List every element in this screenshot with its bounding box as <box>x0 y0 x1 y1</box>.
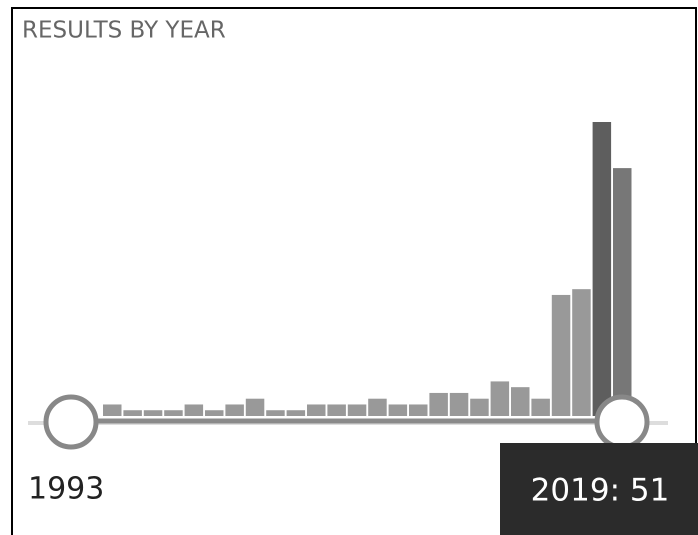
bar <box>143 410 163 416</box>
right-handle[interactable] <box>594 394 650 450</box>
title: RESULTS BY YEAR <box>22 18 226 44</box>
tooltip <box>500 443 698 535</box>
bar <box>347 404 367 416</box>
bar <box>449 392 469 416</box>
bar <box>613 168 632 416</box>
bar <box>388 404 408 416</box>
start-year: 1993 <box>28 472 104 507</box>
bar <box>592 122 612 416</box>
bar <box>205 410 224 416</box>
bar <box>409 404 428 416</box>
left-handle[interactable] <box>43 394 99 450</box>
bar <box>490 381 510 416</box>
bar <box>103 404 122 416</box>
bar <box>572 289 591 416</box>
bar <box>429 392 448 416</box>
bar <box>245 398 265 416</box>
bar <box>266 410 285 416</box>
bar <box>164 410 183 416</box>
bar <box>307 404 326 416</box>
bar <box>184 404 204 416</box>
bar <box>225 404 244 416</box>
bar <box>511 387 530 416</box>
bar <box>123 410 142 416</box>
bar <box>470 398 489 416</box>
bar <box>531 398 550 416</box>
bar <box>368 398 387 416</box>
bar <box>551 294 571 416</box>
bar <box>327 404 346 416</box>
tooltip-text: 2019: 51 <box>531 473 670 509</box>
bar <box>286 410 306 416</box>
